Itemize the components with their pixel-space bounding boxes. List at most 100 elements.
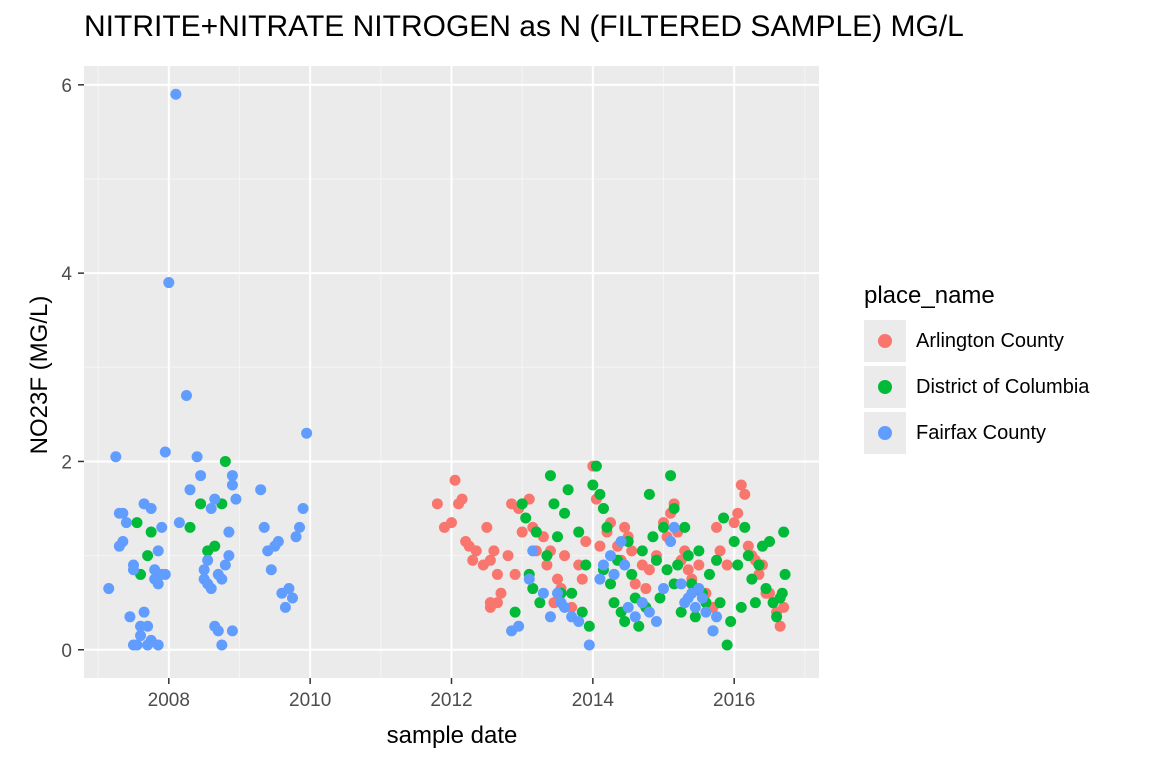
data-point: [626, 545, 638, 557]
data-point: [145, 503, 157, 515]
data-point: [156, 521, 168, 533]
data-point: [597, 559, 609, 571]
data-point: [255, 484, 267, 496]
data-point: [776, 587, 788, 599]
grid-major: [84, 66, 819, 678]
legend-dot-icon: [878, 334, 892, 348]
legend-dot-icon: [878, 426, 892, 440]
data-point: [120, 517, 132, 529]
data-point: [552, 587, 564, 599]
data-point: [195, 498, 207, 510]
data-point: [226, 470, 238, 482]
data-point: [689, 611, 701, 623]
data-point: [516, 498, 528, 510]
data-point: [583, 620, 595, 632]
legend-item-arlington: Arlington County: [864, 318, 1089, 364]
legend-label: Fairfax County: [916, 421, 1047, 444]
data-point: [573, 616, 585, 628]
x-tick-label: 2014: [572, 690, 615, 711]
data-point: [619, 616, 631, 628]
data-point: [700, 606, 712, 618]
data-point: [749, 597, 761, 609]
data-point: [559, 550, 571, 562]
data-point: [668, 521, 680, 533]
data-point: [696, 592, 708, 604]
data-point: [682, 564, 694, 576]
data-point: [552, 573, 564, 585]
data-point: [605, 550, 617, 562]
data-point: [661, 564, 673, 576]
legend-dot-icon: [878, 380, 892, 394]
data-point: [735, 601, 747, 613]
data-point: [619, 521, 631, 533]
legend-key: [864, 320, 906, 362]
data-point: [142, 550, 154, 562]
data-point: [184, 484, 196, 496]
data-point: [576, 606, 588, 618]
data-point: [184, 521, 196, 533]
data-point: [209, 540, 221, 552]
data-point: [488, 545, 500, 557]
legend-title: place_name: [864, 282, 995, 309]
data-point: [484, 601, 496, 613]
data-point: [223, 526, 235, 538]
data-point: [643, 488, 655, 500]
data-point: [541, 559, 553, 571]
data-point: [714, 545, 726, 557]
data-point: [566, 587, 578, 599]
data-point: [481, 521, 493, 533]
data-point: [629, 611, 641, 623]
data-point: [619, 559, 631, 571]
data-point: [138, 606, 150, 618]
data-point: [735, 479, 747, 491]
data-point: [103, 583, 115, 595]
data-point: [636, 545, 648, 557]
data-point: [145, 526, 157, 538]
data-point: [689, 601, 701, 613]
data-point: [131, 517, 143, 529]
data-point: [732, 559, 744, 571]
data-point: [520, 512, 532, 524]
data-point: [446, 517, 457, 529]
data-point: [608, 597, 620, 609]
data-point: [703, 568, 715, 580]
chart-title: NITRITE+NITRATE NITROGEN as N (FILTERED …: [84, 10, 964, 43]
series-fairfax-county: [103, 88, 723, 651]
data-point: [131, 639, 143, 651]
data-point: [594, 573, 606, 585]
data-point: [290, 531, 302, 543]
y-tick-label: 2: [61, 452, 72, 473]
data-point: [159, 446, 171, 458]
x-tick-label: 2010: [289, 690, 331, 711]
data-point: [576, 573, 588, 585]
data-point: [605, 578, 617, 590]
data-point: [212, 625, 224, 637]
data-point: [205, 583, 217, 595]
data-point: [707, 625, 719, 637]
data-point: [583, 639, 595, 651]
data-point: [679, 521, 691, 533]
data-point: [544, 611, 556, 623]
data-point: [594, 540, 606, 552]
data-point: [537, 587, 549, 599]
data-point: [721, 559, 733, 571]
data-points: [103, 88, 791, 651]
data-point: [675, 578, 687, 590]
data-point: [594, 488, 606, 500]
data-point: [636, 597, 648, 609]
data-point: [779, 568, 791, 580]
data-point: [219, 455, 231, 467]
data-point: [523, 573, 535, 585]
data-point: [714, 597, 726, 609]
data-point: [742, 540, 754, 552]
data-point: [279, 601, 291, 613]
data-point: [590, 460, 602, 472]
x-axis: 2008 2010 2012 2014 2016: [148, 678, 755, 711]
data-point: [516, 526, 528, 538]
data-point: [711, 554, 723, 566]
data-point: [226, 625, 238, 637]
data-point: [223, 550, 235, 562]
legend-key: [864, 412, 906, 454]
data-point: [163, 277, 175, 289]
data-point: [286, 592, 298, 604]
